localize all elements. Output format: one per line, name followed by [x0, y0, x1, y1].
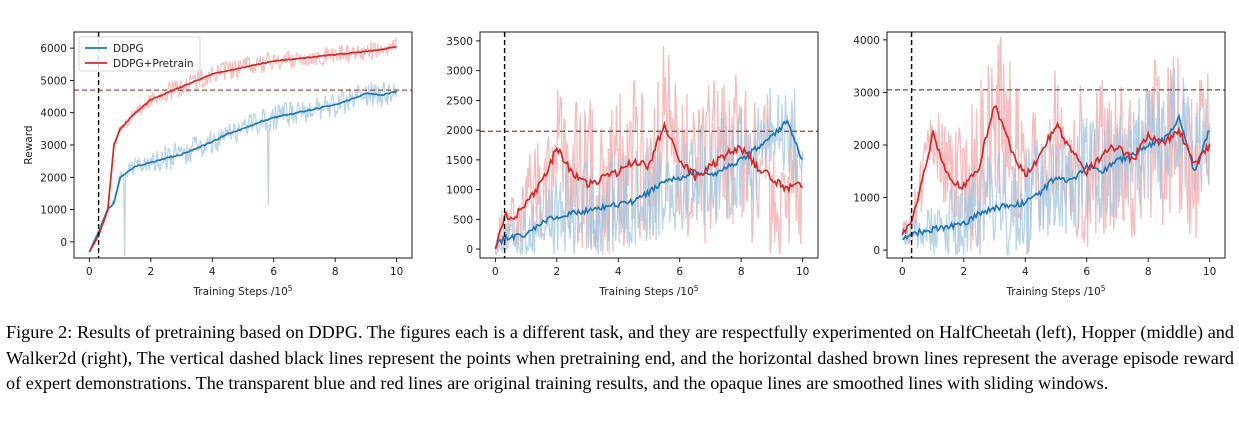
- ddpg-pretrain-smoothed-line: [901, 105, 1211, 236]
- ddpg-smoothed-line: [902, 113, 1210, 241]
- x-tick-label: 8: [738, 266, 745, 278]
- x-tick-label: 10: [390, 266, 403, 278]
- plot-area: [74, 32, 412, 258]
- x-tick-label: 0: [899, 266, 906, 278]
- plot-frame: [479, 31, 819, 259]
- ddpg-smoothed-line: [88, 90, 398, 253]
- x-tick-label: 2: [960, 266, 967, 278]
- ddpg-smoothed-line: [494, 118, 804, 249]
- figure-svg: 0 2 4 6 8 100100020003000400050006000Training…: [23, 31, 1226, 298]
- x-tick-label: 0: [86, 266, 93, 278]
- y-tick-label: 500: [453, 214, 473, 226]
- ddpg-pretrain-smoothed-line: [494, 120, 803, 250]
- chart-panel-3: 0 2 4 6 8 10 0 1000 2000 3000 4000 Training Steps /…: [853, 31, 1226, 298]
- y-tick-label: 3000: [40, 140, 67, 152]
- x-tick-label: 6: [270, 266, 277, 278]
- y-tick-label: 3000: [853, 87, 880, 99]
- y-tick-label: 3000: [446, 66, 473, 78]
- y-tick-label: 4000: [853, 35, 880, 47]
- x-axis-label: Training Steps /105: [598, 284, 698, 298]
- y-tick-label: 1000: [446, 185, 473, 197]
- legend-label-ddpg-pretrain: DDPG+Pretrain: [113, 58, 194, 70]
- chart-panel-2: 0 2 4 6 8 10 0 500 1000 1500 2000 2500 3000 3500 Train…: [446, 31, 819, 298]
- x-tick-label: 2: [147, 266, 154, 278]
- x-tick-label: 4: [1022, 266, 1029, 278]
- y-tick-label: 2500: [446, 95, 473, 107]
- x-tick-label: 0: [492, 266, 499, 278]
- x-axis-label-exponent: 5: [1101, 284, 1106, 293]
- legend-label-ddpg: DDPG: [113, 43, 144, 55]
- y-axis-label: Reward: [23, 125, 35, 164]
- x-tick-label: 2: [553, 266, 560, 278]
- y-tick-label: 0: [60, 237, 67, 249]
- x-tick-label: 10: [796, 266, 809, 278]
- x-axis-label-exponent: 5: [694, 284, 699, 293]
- ddpg-raw-line: [902, 68, 1211, 256]
- legend-box: [78, 36, 201, 72]
- x-tick-label: 4: [209, 266, 216, 278]
- y-tick-label: 6000: [40, 43, 67, 55]
- x-tick-label: 6: [676, 266, 683, 278]
- y-tick-label: 5000: [40, 75, 67, 87]
- x-axis-label-base: Training Steps /10: [1005, 286, 1100, 298]
- ddpg-raw-line: [494, 87, 804, 255]
- y-tick-label: 3500: [446, 36, 473, 48]
- ddpg-pretrain-smoothed-line: [88, 45, 397, 253]
- chart-panel-1: 0 2 4 6 8 10 0 1000 2000 3000 4000 5000 6000 Training…: [23, 31, 413, 298]
- y-tick-label: 2000: [853, 140, 880, 152]
- y-tick-label: 1500: [446, 155, 473, 167]
- plot-area: [480, 32, 818, 258]
- ddpg-raw-line: [89, 81, 398, 257]
- y-tick-label: 0: [873, 245, 880, 257]
- x-axis-label: Training Steps /105: [192, 284, 292, 298]
- y-tick-label: 2000: [446, 125, 473, 137]
- x-tick-label: 4: [615, 266, 622, 278]
- y-tick-label: 1000: [40, 205, 67, 217]
- x-tick-label: 6: [1083, 266, 1090, 278]
- y-tick-label: 4000: [40, 108, 67, 120]
- plot-area: [887, 32, 1225, 258]
- x-tick-label: 8: [332, 266, 339, 278]
- y-tick-label: 1000: [853, 193, 880, 205]
- x-axis-label-exponent: 5: [288, 284, 293, 293]
- y-tick-label: 2000: [40, 172, 67, 184]
- x-axis-label: Training Steps /105: [1005, 284, 1105, 298]
- x-tick-label: 10: [1203, 266, 1216, 278]
- y-tick-label: 0: [466, 244, 473, 256]
- figure-panels: 0 2 4 6 8 10 0 1000 2000 3000 4000 5000 6000 Training…: [23, 31, 1226, 298]
- figure-caption: Figure 2: Results of pretraining based o…: [6, 322, 1234, 393]
- x-axis-label-base: Training Steps /10: [598, 286, 693, 298]
- x-tick-label: 8: [1145, 266, 1152, 278]
- x-axis-label-base: Training Steps /10: [192, 286, 287, 298]
